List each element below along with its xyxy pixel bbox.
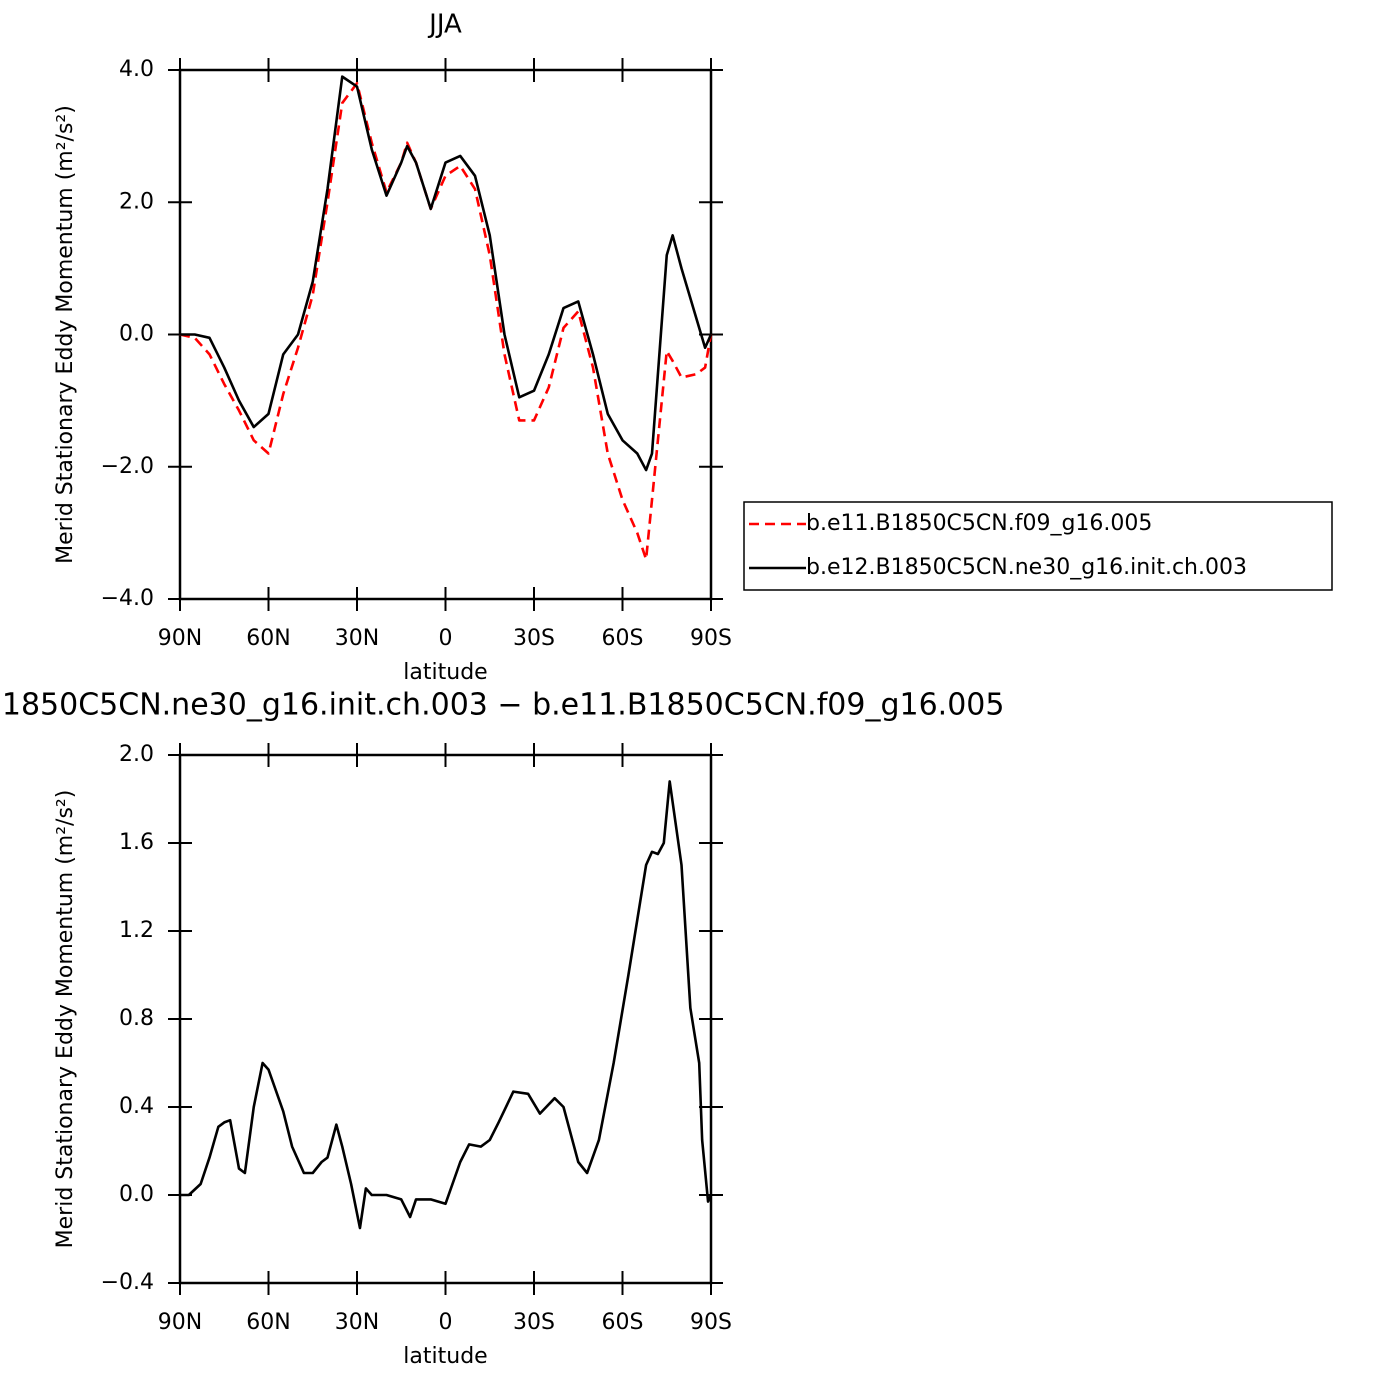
x-tick-label: 30N bbox=[335, 1310, 379, 1335]
data-line bbox=[180, 780, 713, 1230]
y-tick-label: 2.0 bbox=[119, 189, 154, 214]
legend-label: b.e12.B1850C5CN.ne30_g16.init.ch.003 bbox=[806, 555, 1247, 580]
y-tick-label: 0.0 bbox=[119, 322, 154, 347]
x-tick-label: 90N bbox=[158, 626, 202, 651]
x-tick-label: 30S bbox=[513, 626, 555, 651]
chart-title: JJA bbox=[427, 10, 462, 40]
y-tick-label: −0.4 bbox=[101, 1270, 154, 1295]
x-axis-label: latitude bbox=[403, 660, 487, 685]
x-tick-label: 60S bbox=[602, 1310, 644, 1335]
data-line bbox=[180, 75, 713, 472]
x-tick-label: 0 bbox=[439, 626, 453, 651]
data-line bbox=[179, 81, 713, 561]
y-tick-label: 1.6 bbox=[119, 830, 154, 855]
legend-label: b.e11.B1850C5CN.f09_g16.005 bbox=[806, 511, 1152, 536]
x-tick-label: 90N bbox=[158, 1310, 202, 1335]
y-tick-label: −4.0 bbox=[101, 586, 154, 611]
x-axis-label: latitude bbox=[403, 1344, 487, 1369]
y-tick-label: 0.0 bbox=[119, 1182, 154, 1207]
x-tick-label: 60N bbox=[246, 1310, 290, 1335]
legend-box bbox=[743, 501, 1333, 591]
y-tick-label: 2.0 bbox=[119, 742, 154, 767]
x-tick-label: 0 bbox=[439, 1310, 453, 1335]
y-axis-label: Merid Stationary Eddy Momentum (m²/s²) bbox=[53, 105, 78, 564]
y-tick-label: −2.0 bbox=[101, 454, 154, 479]
x-tick-label: 30N bbox=[335, 626, 379, 651]
y-tick-label: 1.2 bbox=[119, 918, 154, 943]
y-tick-label: 0.4 bbox=[119, 1094, 154, 1119]
x-tick-label: 60N bbox=[246, 626, 290, 651]
y-axis-label: Merid Stationary Eddy Momentum (m²/s²) bbox=[53, 790, 78, 1249]
chart-title: b.e12.B1850C5CN.ne30_g16.init.ch.003 − b… bbox=[0, 688, 1004, 723]
x-tick-label: 90S bbox=[690, 626, 732, 651]
y-tick-label: 0.8 bbox=[119, 1006, 154, 1031]
x-tick-label: 90S bbox=[690, 1310, 732, 1335]
x-tick-label: 30S bbox=[513, 1310, 555, 1335]
x-tick-label: 60S bbox=[602, 626, 644, 651]
y-tick-label: 4.0 bbox=[119, 57, 154, 82]
